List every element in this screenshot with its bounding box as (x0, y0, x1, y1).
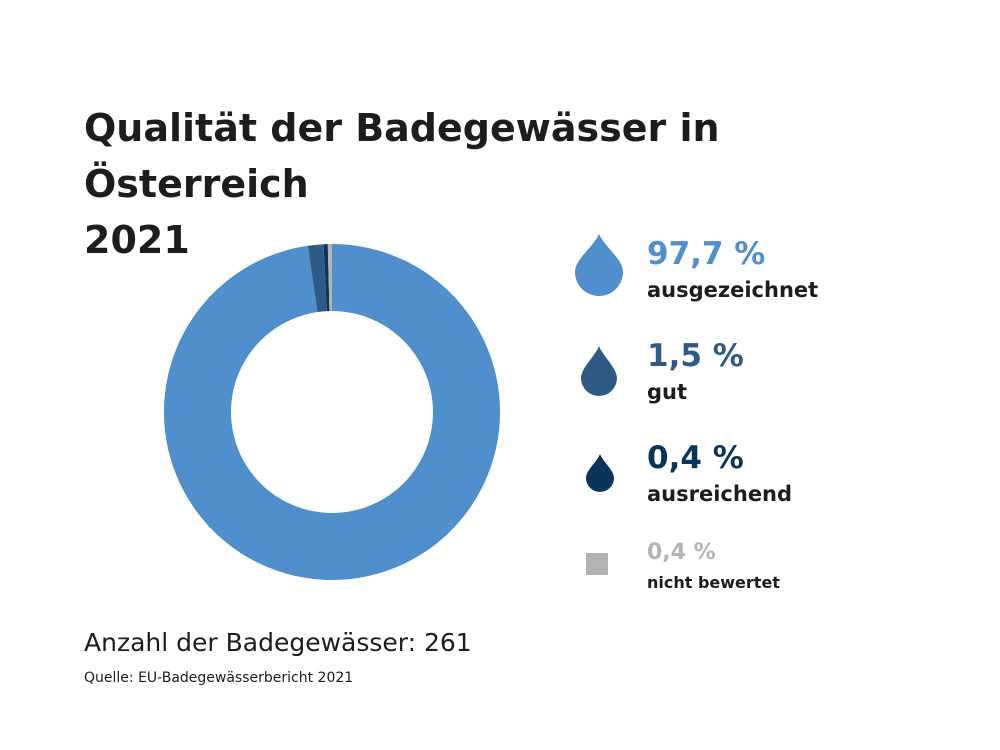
legend-label: ausgezeichnet (647, 278, 819, 302)
legend-value: 0,4 % (647, 540, 716, 565)
water-drop-icon (581, 346, 617, 396)
legend-value: 1,5 % (647, 338, 744, 374)
legend-label: ausreichend (647, 482, 793, 506)
donut-slice-ausgezeichnet (163, 244, 500, 580)
legend-value: 97,7 % (647, 236, 766, 272)
source-note: Quelle: EU-Badegewässerbericht 2021 (84, 670, 354, 686)
water-drop-shape (575, 234, 623, 296)
water-drop-icon (575, 234, 623, 296)
donut-slice-ausreichend (323, 244, 330, 312)
title-line-1: Qualität der Badegewässer in Österreich (84, 106, 720, 206)
title-line-2: 2021 (84, 218, 190, 262)
legend-label: nicht bewertet (647, 573, 780, 592)
legend-value: 0,4 % (647, 440, 744, 476)
chart-title: Qualität der Badegewässer in Österreich … (84, 100, 944, 268)
water-drop-icon (586, 454, 614, 492)
water-drop-shape (581, 346, 617, 396)
square-icon (586, 553, 608, 575)
donut-slice-nicht-bewertet (327, 244, 332, 312)
water-drop-shape (586, 454, 614, 492)
donut-slice-gut (307, 244, 327, 313)
legend-label: gut (647, 380, 688, 404)
waters-count: Anzahl der Badegewässer: 261 (84, 628, 472, 657)
